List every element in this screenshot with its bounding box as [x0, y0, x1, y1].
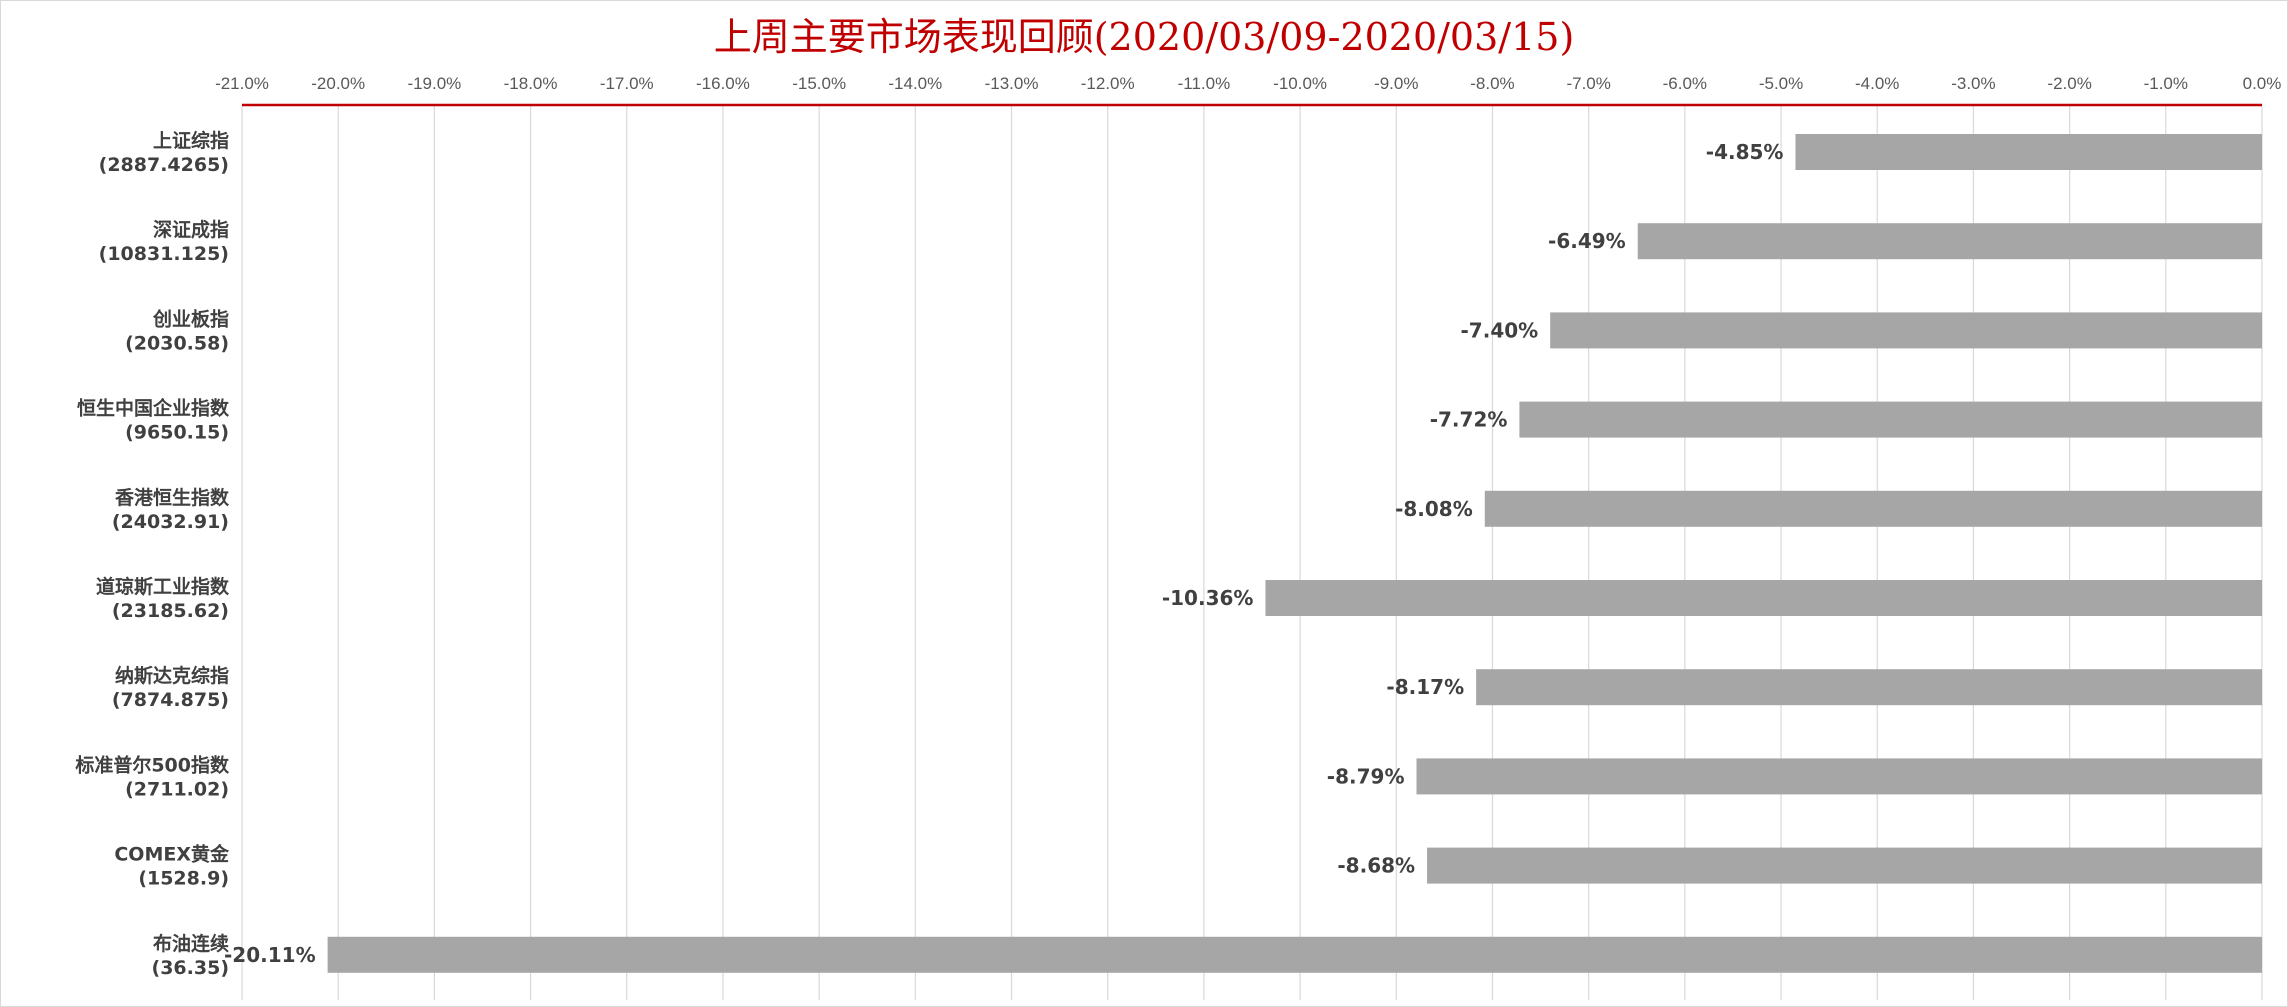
x-tick-label: -18.0% [504, 74, 558, 93]
category-labels: 上证综指(2887.4265) 深证成指(10831.125) 创业板指(2030.… [75, 129, 230, 979]
data-label: -8.68% [1337, 854, 1415, 878]
x-tick-label: -2.0% [2047, 74, 2091, 93]
x-tick-label: -19.0% [407, 74, 461, 93]
category-label: COMEX黄金 [114, 843, 230, 866]
category-sublabel: (23185.62) [112, 600, 229, 622]
category-sublabel: (2030.58) [125, 332, 229, 354]
chart-title: 上周主要市场表现回顾(2020/03/09-2020/03/15) [714, 15, 1575, 59]
bar [1550, 312, 2262, 349]
data-label: -10.36% [1162, 586, 1254, 610]
x-tick-label: -13.0% [985, 74, 1039, 93]
bars [327, 134, 2263, 973]
category-sublabel: (24032.91) [112, 511, 229, 533]
data-label: -7.72% [1430, 408, 1508, 432]
category-label: 深证成指 [153, 218, 229, 241]
category-label: 纳斯达克综指 [115, 664, 229, 687]
x-tick-label: -3.0% [1951, 74, 1995, 93]
bar [1519, 401, 2262, 438]
category-label: 创业板指 [152, 307, 229, 330]
data-labels: -4.85% -6.49% -7.40% -7.72% -8.08% -10.36% -8.… [224, 140, 1783, 967]
category-sublabel: (7874.875) [112, 689, 229, 711]
category-sublabel: (1528.9) [138, 868, 229, 890]
category-label: 标准普尔500指数 [75, 753, 230, 776]
x-tick-label: -6.0% [1663, 74, 1707, 93]
data-label: -6.49% [1548, 229, 1626, 253]
category-sublabel: (2711.02) [125, 778, 229, 800]
data-label: -20.11% [224, 943, 316, 967]
x-tick-label: -5.0% [1759, 74, 1803, 93]
x-tick-label: -14.0% [888, 74, 942, 93]
x-tick-label: -8.0% [1470, 74, 1514, 93]
bar [327, 936, 2263, 973]
x-tick-label: -17.0% [600, 74, 654, 93]
x-tick-label: 0.0% [2243, 74, 2282, 93]
category-label: 恒生中国企业指数 [77, 397, 230, 420]
category-label: 道琼斯工业指数 [96, 575, 230, 598]
bar [1476, 669, 2262, 706]
x-axis-ticks: -21.0% -20.0% -19.0% -18.0% -17.0% -16.0% -15.… [215, 74, 2281, 93]
x-tick-label: -15.0% [792, 74, 846, 93]
category-sublabel: (36.35) [152, 957, 229, 979]
x-tick-label: -10.0% [1273, 74, 1327, 93]
x-tick-label: -21.0% [215, 74, 269, 93]
category-label: 布油连续 [153, 932, 229, 955]
x-tick-label: -9.0% [1374, 74, 1418, 93]
x-tick-label: -1.0% [2144, 74, 2188, 93]
category-sublabel: (10831.125) [99, 243, 229, 265]
bar [1416, 758, 2262, 795]
category-label: 上证综指 [153, 129, 229, 152]
category-label: 香港恒生指数 [114, 486, 230, 509]
x-tick-label: -16.0% [696, 74, 750, 93]
data-label: -8.08% [1395, 497, 1473, 521]
category-sublabel: (9650.15) [125, 422, 229, 444]
bar [1637, 223, 2262, 260]
bar [1484, 490, 2262, 527]
category-sublabel: (2887.4265) [99, 154, 229, 176]
data-label: -8.79% [1327, 764, 1405, 788]
data-label: -4.85% [1706, 140, 1784, 164]
x-tick-label: -20.0% [311, 74, 365, 93]
bar [1795, 134, 2262, 170]
data-label: -7.40% [1461, 318, 1539, 342]
x-tick-label: -12.0% [1081, 74, 1135, 93]
x-tick-label: -11.0% [1178, 74, 1231, 93]
bar [1427, 847, 2262, 884]
x-tick-label: -4.0% [1855, 74, 1899, 93]
bar [1265, 580, 2262, 616]
x-tick-label: -7.0% [1566, 74, 1610, 93]
data-label: -8.17% [1386, 675, 1464, 699]
